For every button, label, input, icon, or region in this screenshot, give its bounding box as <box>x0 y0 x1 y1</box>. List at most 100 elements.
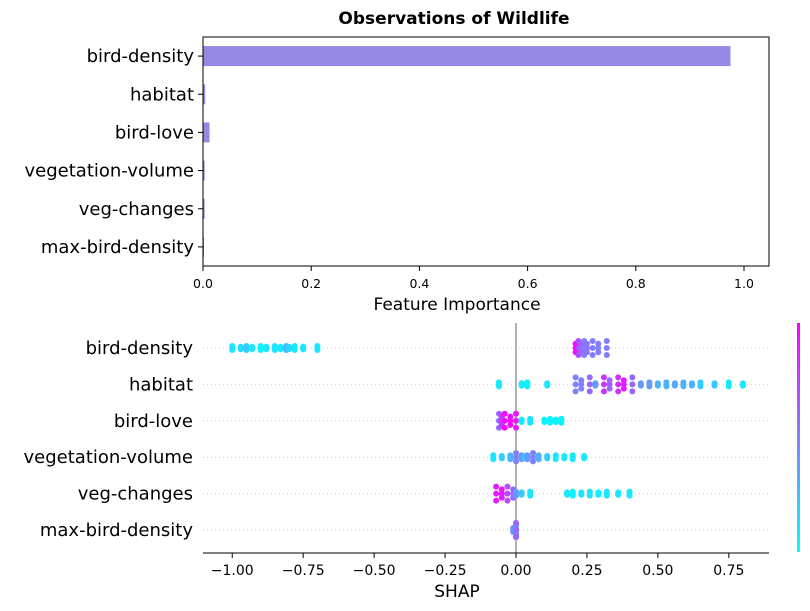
swarm-point <box>615 374 622 381</box>
swarm-point <box>578 491 585 498</box>
swarm-point <box>564 491 571 498</box>
feature-importance-panel: bird-density habitat bird-love vegetation-v… <box>25 36 770 315</box>
swarm-point <box>314 347 321 353</box>
swarm-point <box>581 455 588 462</box>
swarm-point <box>501 417 508 424</box>
shap-beeswarm-panel: bird-density habitat bird-love vegetation-v… <box>24 323 800 602</box>
swarm-category-label: bird-love <box>114 411 193 432</box>
chart-title: Observations of Wildlife <box>338 9 569 29</box>
swarm-point <box>544 455 551 462</box>
swarm-point <box>291 347 298 353</box>
swarm-point <box>592 382 599 389</box>
swarm-point <box>595 491 602 498</box>
bar-x-tick-label: 1.0 <box>734 276 754 291</box>
swarm-x-axis-title: SHAP <box>434 582 479 602</box>
bar <box>203 198 205 219</box>
swarm-point <box>249 346 256 353</box>
swarm-point <box>626 492 633 499</box>
swarm-point <box>620 377 627 384</box>
swarm-point <box>530 450 537 456</box>
swarm-point <box>600 381 607 388</box>
swarm-point <box>507 417 514 424</box>
swarm-point <box>498 494 505 501</box>
swarm-x-ticks: −1.00 −0.75 −0.50 −0.25 0.00 0.25 0.50 0.75 <box>211 553 744 579</box>
swarm-point <box>541 419 548 425</box>
swarm-point <box>300 346 307 353</box>
swarm-point <box>530 454 537 461</box>
swarm-point <box>637 382 644 389</box>
swarm-point <box>561 455 568 462</box>
swarm-point <box>513 534 519 540</box>
swarm-point <box>595 340 602 347</box>
swarm-point <box>513 527 519 533</box>
swarm-point <box>606 381 613 388</box>
swarm-x-tick-label: 0.75 <box>713 563 744 579</box>
swarm-point <box>493 497 500 504</box>
swarm-point <box>589 352 596 358</box>
swarm-point <box>629 381 636 388</box>
swarm-point <box>578 381 585 388</box>
swarm-point <box>547 419 554 426</box>
swarm-point <box>518 382 525 389</box>
swarm-point <box>583 349 590 356</box>
swarm-point <box>603 345 610 351</box>
swarm-point <box>493 483 500 490</box>
bar-category-label: veg-changes <box>79 199 194 220</box>
swarm-point <box>583 340 590 347</box>
bar-plot-frame <box>202 36 770 267</box>
swarm-x-tick-label: 0.50 <box>642 563 673 579</box>
swarm-point <box>518 419 525 425</box>
swarm-point <box>286 346 292 353</box>
bar-plot-area <box>203 46 731 257</box>
swarm-point <box>663 383 670 390</box>
swarm-point <box>229 347 236 353</box>
swarm-point <box>606 377 613 384</box>
bar-x-tick-label: 0.6 <box>518 276 538 291</box>
swarm-point <box>586 492 593 499</box>
swarm-point <box>603 352 610 358</box>
swarm-point <box>498 490 505 497</box>
swarm-point <box>552 419 559 425</box>
swarm-point <box>572 388 579 395</box>
swarm-point <box>646 383 653 390</box>
swarm-point <box>498 455 505 462</box>
bar-category-labels: bird-density habitat bird-love vegetation-v… <box>25 46 203 258</box>
swarm-point <box>620 381 627 388</box>
swarm-point <box>615 388 622 395</box>
swarm-point <box>586 388 593 395</box>
swarm-point <box>606 385 613 392</box>
swarm-category-label: habitat <box>129 374 193 395</box>
swarm-point <box>243 347 250 353</box>
swarm-point <box>524 456 531 463</box>
swarm-point <box>615 381 622 388</box>
swarm-point <box>507 422 514 428</box>
swarm-point <box>680 383 687 390</box>
swarm-point <box>513 520 519 526</box>
swarm-point <box>583 345 590 351</box>
swarm-x-tick-label: −0.25 <box>424 563 467 579</box>
swarm-point <box>595 345 602 351</box>
swarm-point <box>688 382 695 389</box>
swarm-point <box>615 491 622 498</box>
swarm-point <box>671 382 678 389</box>
swarm-point <box>697 383 704 390</box>
swarm-category-label: bird-density <box>86 338 194 359</box>
swarm-point <box>277 346 284 353</box>
swarm-x-tick-label: −0.50 <box>353 563 396 579</box>
swarm-point <box>527 492 534 499</box>
swarm-x-tick-label: −1.00 <box>211 563 254 579</box>
swarm-point <box>586 381 593 388</box>
swarm-point <box>603 338 610 344</box>
bar-x-tick-label: 0.8 <box>626 276 646 291</box>
bar <box>203 46 731 67</box>
bar-x-tick-label: 0.4 <box>409 276 429 291</box>
swarm-point <box>498 486 505 493</box>
swarm-point <box>271 347 278 353</box>
swarm-point <box>507 456 514 463</box>
swarm-point <box>490 456 497 463</box>
swarm-point <box>513 458 519 465</box>
swarm-category-label: vegetation-volume <box>24 447 194 468</box>
swarm-point <box>501 424 508 431</box>
swarm-point <box>513 450 519 456</box>
swarm-point <box>263 346 270 353</box>
